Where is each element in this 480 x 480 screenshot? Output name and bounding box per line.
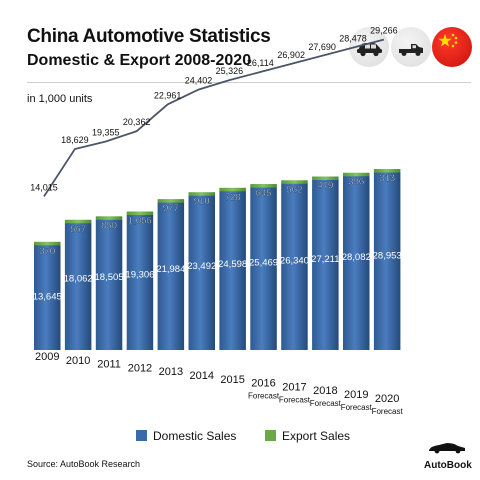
domestic-bar-2012 (126, 214, 154, 350)
domestic-value-label: 18,505 (95, 272, 124, 283)
export-bar-2016 (250, 184, 277, 188)
sports-car-icon (429, 443, 465, 454)
export-value-label: 479 (317, 181, 333, 192)
domestic-value-label: 18,062 (64, 273, 93, 284)
brand-name: AutoBook (424, 460, 472, 471)
export-bar-2020 (373, 168, 401, 173)
export-value-label: 977 (163, 203, 179, 214)
domestic-bar-2015 (219, 190, 246, 350)
export-value-label: 850 (101, 220, 117, 231)
forecast-note: Forecast (248, 392, 280, 401)
export-bar-2009 (34, 241, 61, 246)
domestic-value-label: 24,598 (218, 259, 247, 270)
domestic-bar-2020 (373, 171, 401, 350)
legend-domestic-label: Domestic Sales (153, 429, 237, 443)
export-bar-2012 (126, 211, 154, 216)
total-value-label: 22,961 (154, 90, 182, 100)
total-value-label: 25,326 (216, 66, 244, 76)
domestic-value-label: 21,984 (156, 264, 185, 275)
export-bar-2013 (157, 199, 185, 203)
total-value-label: 19,355 (92, 128, 120, 138)
export-value-label: 370 (39, 246, 55, 257)
domestic-bar-2014 (188, 195, 215, 350)
chart-title: China Automotive Statistics (27, 26, 271, 47)
x-tick-label: 2014 (190, 370, 214, 382)
domestic-value-label: 26,340 (280, 256, 309, 267)
x-tick-label: 2010 (66, 355, 90, 367)
pickup-truck-icon (391, 27, 431, 67)
x-tick-label: 2016 (251, 378, 275, 390)
x-tick-label: 2012 (128, 362, 152, 374)
total-value-label: 26,114 (247, 58, 274, 68)
domestic-value-label: 28,953 (373, 251, 402, 262)
legend-export: Export Sales (265, 429, 350, 443)
x-tick-label: 2015 (220, 374, 244, 386)
total-value-label: 14,015 (30, 182, 58, 192)
x-tick-label: 2017 (282, 381, 306, 393)
total-value-label: 24,402 (185, 76, 213, 86)
total-value-label: 29,266 (370, 26, 398, 36)
domestic-bar-2013 (157, 202, 185, 350)
forecast-note: Forecast (279, 395, 311, 404)
export-value-label: 567 (70, 224, 86, 235)
export-value-label: 396 (348, 177, 364, 188)
domestic-bar-2010 (64, 222, 92, 350)
export-bar-2014 (188, 192, 215, 196)
autobook-logo: AutoBook (424, 440, 472, 471)
export-bar-2019 (343, 172, 370, 177)
legend-domestic-swatch (136, 430, 147, 441)
total-value-label: 26,902 (277, 50, 305, 60)
total-value-label: 28,478 (339, 34, 367, 44)
domestic-value-label: 28,082 (342, 252, 371, 263)
total-value-label: 27,690 (308, 42, 336, 52)
domestic-value-label: 23,492 (187, 261, 216, 272)
domestic-value-label: 13,645 (33, 291, 62, 302)
export-bar-2017 (281, 180, 308, 184)
forecast-note: Forecast (310, 399, 342, 408)
chart-subtitle: Domestic & Export 2008-2020 (27, 52, 252, 69)
domestic-bar-2018 (312, 179, 339, 350)
forecast-note: Forecast (372, 407, 404, 416)
domestic-value-label: 25,469 (249, 257, 278, 268)
legend-domestic: Domestic Sales (136, 429, 236, 443)
x-tick-label: 2019 (344, 389, 368, 401)
legend-export-swatch (265, 430, 276, 441)
export-value-label: 910 (194, 196, 210, 207)
total-value-label: 18,629 (61, 135, 89, 145)
domestic-bar-2017 (281, 183, 308, 350)
x-tick-label: 2018 (313, 385, 337, 397)
export-value-label: 313 (379, 173, 395, 184)
x-tick-label: 2011 (97, 359, 121, 371)
domestic-bar-2009 (34, 244, 61, 350)
forecast-note: Forecast (341, 403, 373, 412)
legend-export-label: Export Sales (282, 429, 351, 443)
source-note: Source: AutoBook Research (27, 459, 141, 469)
export-bar-2015 (219, 187, 246, 192)
domestic-bar-2011 (95, 219, 123, 350)
domestic-value-label: 19,306 (125, 270, 154, 281)
x-tick-label: 2020 (375, 393, 399, 405)
domestic-bar-2016 (250, 187, 277, 350)
export-bar-2018 (312, 176, 339, 181)
export-value-label: 645 (256, 188, 272, 199)
total-line (43, 38, 385, 197)
header-divider (27, 82, 471, 83)
export-bar-2010 (64, 219, 92, 224)
domestic-bar-2019 (343, 175, 370, 350)
china-flag-icon (432, 27, 472, 67)
export-value-label: 1,056 (128, 216, 152, 227)
x-tick-label: 2009 (35, 351, 59, 363)
unit-label: in 1,000 units (27, 93, 93, 105)
export-bar-2011 (95, 216, 123, 220)
export-value-label: 728 (225, 192, 241, 203)
total-value-label: 20,362 (123, 117, 151, 127)
domestic-value-label: 27,211 (311, 254, 339, 265)
export-value-label: 562 (287, 184, 303, 195)
x-tick-label: 2013 (159, 366, 183, 378)
